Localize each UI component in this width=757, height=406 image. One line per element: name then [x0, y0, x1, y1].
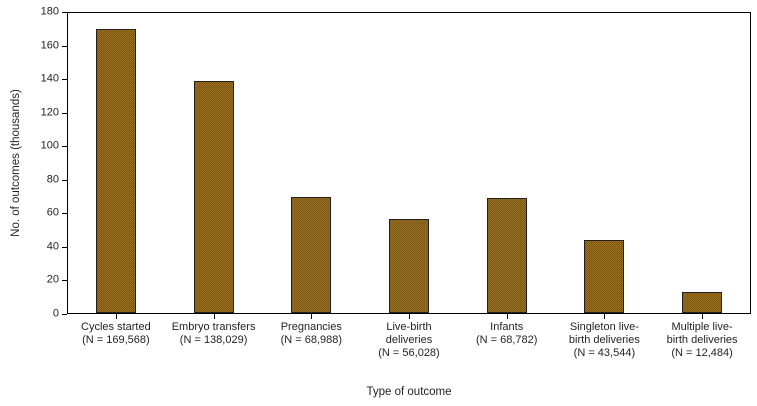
- x-tick-mark: [115, 314, 117, 319]
- category-label-line: deliveries: [385, 334, 433, 346]
- y-tick-label: 0: [52, 307, 59, 320]
- bar: [95, 28, 136, 313]
- x-tick-mark: [311, 314, 313, 319]
- y-tick-mark: [62, 112, 67, 114]
- category-label-line: Pregnancies: [280, 321, 342, 333]
- x-tick-mark: [506, 314, 508, 319]
- category-label: Cycles started (N = 169,568): [64, 321, 168, 347]
- category-label: Embryo transfers (N = 138,029): [162, 321, 266, 347]
- y-tick-mark: [62, 79, 67, 81]
- bar: [291, 197, 332, 313]
- category-label-line: Embryo transfers: [171, 321, 256, 333]
- y-tick-mark: [62, 12, 67, 13]
- category-label-line: Live-birth: [386, 321, 432, 333]
- x-tick-mark: [604, 314, 606, 319]
- plot-area: [67, 12, 751, 314]
- x-tick-mark: [213, 314, 215, 319]
- category-label-line: birth deliveries: [666, 334, 738, 346]
- y-tick-label: 120: [40, 106, 59, 119]
- category-label-line: Cycles started: [81, 321, 151, 333]
- y-tick-mark: [62, 179, 67, 181]
- category-label-line: Infants: [490, 321, 524, 333]
- y-tick-label: 60: [46, 206, 59, 219]
- y-tick-label: 140: [40, 72, 59, 85]
- category-label-line: (N = 12,484): [671, 347, 733, 359]
- category-label: Singleton live-birth deliveries (N = 43,5…: [552, 321, 656, 360]
- y-tick-mark: [62, 45, 67, 47]
- y-tick-label: 40: [46, 240, 59, 253]
- y-tick-mark: [62, 280, 67, 282]
- category-label: Pregnancies (N = 68,988): [259, 321, 363, 347]
- category-label-line: birth deliveries: [568, 334, 640, 346]
- bar: [584, 239, 625, 313]
- y-tick-mark: [62, 246, 67, 248]
- bar: [193, 81, 234, 313]
- category-label-line: (N = 56,028): [378, 347, 440, 359]
- category-label-line: (N = 43,544): [573, 347, 636, 359]
- x-tick-mark: [702, 314, 704, 319]
- category-label-line: (N = 68,988): [280, 334, 343, 346]
- category-label-line: Multiple live-: [671, 321, 733, 333]
- category-label-line: (N = 169,568): [82, 334, 150, 346]
- category-label: Live-birth deliveries (N = 56,028): [357, 321, 461, 360]
- x-axis-title: Type of outcome: [366, 386, 452, 398]
- bar: [486, 197, 527, 313]
- y-tick-label: 100: [40, 139, 59, 152]
- x-tick-mark: [409, 314, 410, 319]
- bar: [682, 292, 723, 313]
- y-tick-mark: [62, 213, 67, 215]
- y-axis-title: No. of outcomes (thousands): [10, 89, 22, 237]
- category-label: Multiple live-birth deliveries (N = 12,48…: [650, 321, 754, 360]
- y-tick-label: 20: [46, 273, 59, 286]
- category-label-line: (N = 138,029): [179, 334, 248, 346]
- y-tick-label: 160: [40, 39, 59, 52]
- y-tick-mark: [62, 314, 67, 315]
- bar: [389, 219, 429, 313]
- y-tick-label: 80: [46, 173, 59, 186]
- category-label: Infants (N = 68,782): [455, 321, 559, 347]
- y-tick-mark: [62, 146, 67, 148]
- category-label-line: Singleton live-: [569, 321, 639, 333]
- y-tick-label: 180: [40, 5, 59, 18]
- category-label-line: (N = 68,782): [475, 334, 538, 346]
